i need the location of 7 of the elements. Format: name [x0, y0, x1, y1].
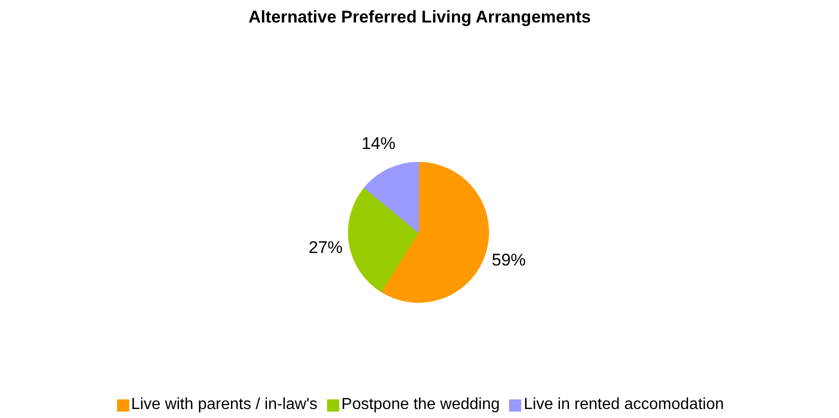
chart-title: Alternative Preferred Living Arrangements — [248, 8, 591, 26]
data-label: 14% — [361, 134, 396, 153]
legend-label: Live with parents / in-law's — [131, 396, 318, 414]
data-label: 59% — [492, 250, 526, 270]
legend-label: Postpone the wedding — [341, 396, 500, 414]
legend-label: Live in rented accomodation — [524, 396, 724, 414]
data-label: 27% — [308, 238, 343, 258]
